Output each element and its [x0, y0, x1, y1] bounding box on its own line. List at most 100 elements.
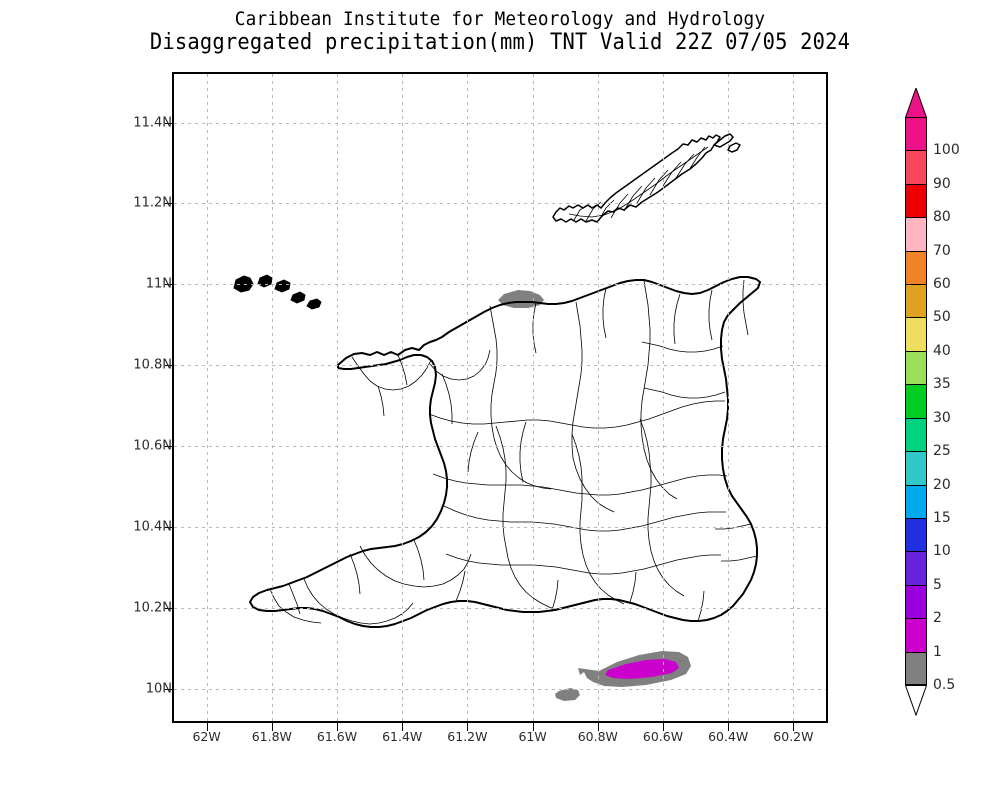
colorbar-label-80: 80	[933, 209, 951, 226]
colorbar-over-arrow-outline	[905, 88, 927, 118]
colorbar-band-50	[905, 284, 927, 318]
gridline-horizontal	[174, 365, 826, 367]
map-vector-layer	[233, 133, 761, 701]
chart-title-block: Caribbean Institute for Meteorology and …	[0, 8, 1000, 55]
x-axis-tick-mark	[793, 723, 795, 731]
precip-cell-serpents-mouth	[555, 688, 580, 701]
x-axis-label-5: 61W	[518, 729, 547, 744]
colorbar-label-25: 25	[933, 443, 951, 460]
colorbar-label-20: 20	[933, 476, 951, 493]
y-axis-label-1: 10.2N	[133, 600, 172, 616]
gridline-vertical	[793, 74, 795, 721]
colorbar[interactable]	[905, 88, 927, 716]
x-axis-tick-mark	[271, 723, 273, 731]
gridline-horizontal	[174, 122, 826, 124]
precip-cell-columbus-channel	[578, 651, 691, 687]
y-axis-label-0: 10N	[145, 681, 172, 697]
colorbar-band-10	[905, 517, 927, 552]
colorbar-label-5: 5	[933, 576, 942, 593]
colorbar-label-50: 50	[933, 309, 951, 326]
colorbar-band-20	[905, 451, 927, 485]
x-axis-label-1: 61.8W	[251, 729, 292, 744]
gridline-vertical	[467, 74, 469, 721]
colorbar-label-100: 100	[933, 142, 960, 159]
colorbar-band-100	[905, 117, 927, 151]
x-axis-label-6: 60.8W	[577, 729, 618, 744]
colorbar-label-90: 90	[933, 175, 951, 192]
colorbar-label-70: 70	[933, 242, 951, 259]
island-trinidad	[233, 274, 761, 628]
gridline-vertical	[597, 74, 599, 721]
gridline-horizontal	[174, 446, 826, 448]
colorbar-band-30	[905, 384, 927, 418]
gridline-vertical	[206, 74, 208, 721]
map-plot-area[interactable]	[172, 72, 828, 723]
island-tobago	[552, 133, 741, 223]
colorbar-label-10: 10	[933, 543, 951, 560]
x-axis-tick-mark	[337, 723, 338, 731]
y-axis-tick-mark	[165, 122, 173, 124]
x-axis-label-3: 61.4W	[382, 729, 423, 744]
colorbar-band-2	[905, 584, 927, 619]
gridline-horizontal	[174, 607, 826, 609]
colorbar-label-60: 60	[933, 276, 951, 293]
x-axis-tick-mark	[728, 723, 730, 731]
gridline-vertical	[663, 74, 664, 721]
gridline-vertical	[271, 74, 273, 721]
x-axis-label-8: 60.4W	[708, 729, 749, 744]
colorbar-band-60	[905, 250, 927, 285]
colorbar-band-1	[905, 618, 927, 652]
gridline-horizontal	[174, 688, 826, 690]
colorbar-band-80	[905, 183, 927, 218]
y-axis-label-2: 10.4N	[133, 519, 172, 535]
x-axis-label-2: 61.6W	[316, 729, 358, 744]
gridline-vertical	[337, 74, 338, 721]
colorbar-band-90	[905, 150, 927, 184]
colorbar-band-70	[905, 217, 927, 251]
gridline-vertical	[532, 74, 534, 721]
colorbar-band-0.5	[905, 651, 927, 685]
x-axis-tick-mark	[402, 723, 404, 731]
y-axis-label-3: 10.6N	[133, 438, 172, 454]
institute-title: Caribbean Institute for Meteorology and …	[234, 8, 766, 30]
x-axis-label-0: 62W	[192, 729, 221, 744]
colorbar-band-35	[905, 350, 927, 385]
y-axis-tick-mark	[165, 284, 173, 286]
colorbar-label-0.5: 0.5	[933, 677, 956, 693]
colorbar-label-30: 30	[933, 409, 951, 426]
page-title: Disaggregated precipitation(mm) TNT Vali…	[149, 30, 851, 55]
y-axis-label-6: 11.2N	[133, 195, 172, 211]
colorbar-band-25	[905, 417, 927, 452]
y-axis-tick-mark	[165, 688, 173, 690]
y-axis-label-7: 11.4N	[133, 115, 172, 131]
colorbar-band-5	[905, 551, 927, 585]
x-axis-label-7: 60.6W	[642, 729, 684, 744]
y-axis-label-5: 11N	[145, 276, 172, 292]
gridline-vertical	[728, 74, 730, 721]
x-axis-tick-mark	[206, 723, 208, 731]
precip-cell-caribbean-sea	[498, 290, 544, 308]
y-axis-tick-mark	[165, 203, 173, 205]
colorbar-label-15: 15	[933, 509, 951, 526]
gridline-vertical	[402, 74, 404, 721]
gridline-horizontal	[174, 203, 826, 205]
map-canvas	[174, 74, 826, 721]
colorbar-label-40: 40	[933, 342, 951, 359]
colorbar-label-1: 1	[933, 643, 942, 660]
x-axis-tick-mark	[532, 723, 534, 731]
x-axis-tick-mark	[467, 723, 469, 731]
gridline-horizontal	[174, 284, 826, 286]
y-axis-tick-mark	[165, 526, 173, 528]
y-axis-label-4: 10.8N	[133, 357, 172, 373]
y-axis-tick-mark	[165, 446, 173, 448]
colorbar-band-40	[905, 317, 927, 351]
x-axis-tick-mark	[663, 723, 664, 731]
gridline-horizontal	[174, 526, 826, 528]
x-axis-label-9: 60.2W	[773, 729, 814, 744]
y-axis-tick-mark	[165, 607, 173, 609]
y-axis-tick-mark	[165, 365, 173, 367]
x-axis-label-4: 61.2W	[447, 729, 488, 744]
colorbar-label-35: 35	[933, 376, 951, 393]
colorbar-band-15	[905, 484, 927, 518]
